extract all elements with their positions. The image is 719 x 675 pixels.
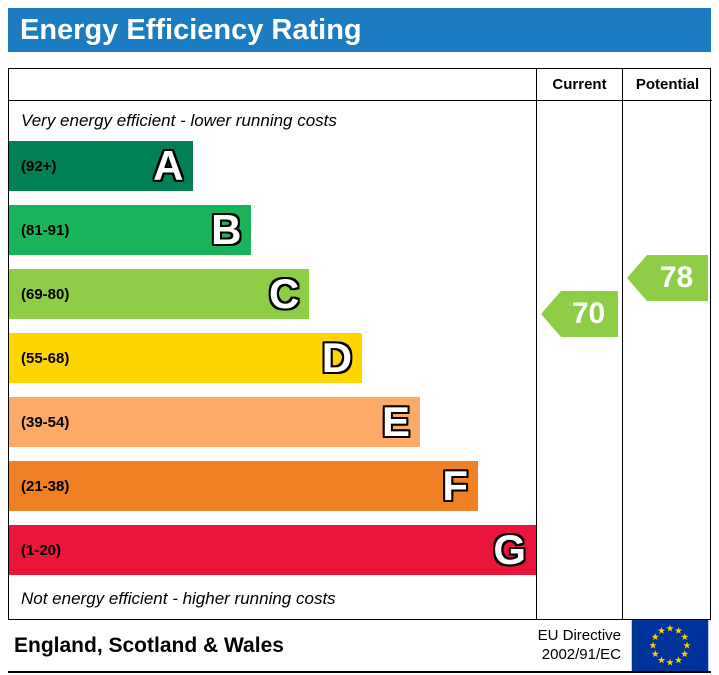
bottom-note: Not energy efficient - higher running co… <box>21 589 336 608</box>
potential-column: 78 <box>622 101 712 619</box>
potential-rating-arrow: 78 <box>627 255 708 301</box>
potential-column-header: Potential <box>622 69 712 101</box>
current-column: 70 <box>536 101 622 619</box>
band-range-label: (1-20) <box>21 541 62 559</box>
page-title: Energy Efficiency Rating <box>20 14 362 46</box>
band-row-e: (39-54) E <box>9 397 536 447</box>
band-range-label: (69-80) <box>21 285 70 303</box>
band-letter: E <box>382 398 411 445</box>
footer: England, Scotland & Wales EU Directive 2… <box>8 620 711 673</box>
potential-rating-value: 78 <box>659 261 694 294</box>
band-letter: A <box>153 142 184 189</box>
title-bar: Energy Efficiency Rating <box>8 8 711 52</box>
band-letter: C <box>269 270 300 317</box>
band-bar-b: (81-91) B <box>9 205 252 255</box>
current-column-header: Current <box>536 69 622 101</box>
header-spacer-cell <box>9 69 536 101</box>
eu-flag-icon <box>631 620 709 671</box>
current-rating-arrow: 70 <box>541 291 618 337</box>
band-bar-e: (39-54) E <box>9 397 421 447</box>
rating-chart-area: Very energy efficient - lower running co… <box>9 101 536 619</box>
region-label: England, Scotland & Wales <box>14 633 284 657</box>
band-bar-c: (69-80) C <box>9 269 310 319</box>
eu-directive-line1: EU Directive <box>537 626 621 644</box>
eu-directive-label: EU Directive 2002/91/EC <box>538 627 621 665</box>
band-bar-f: (21-38) F <box>9 461 479 511</box>
band-range-label: (21-38) <box>21 477 70 495</box>
eu-directive-line2: 2002/91/EC <box>541 645 621 663</box>
band-range-label: (39-54) <box>21 413 70 431</box>
band-row-f: (21-38) F <box>9 461 536 511</box>
band-row-d: (55-68) D <box>9 333 536 383</box>
band-letter: B <box>211 206 242 253</box>
band-row-a: (92+) A <box>9 141 536 191</box>
band-range-label: (92+) <box>21 157 57 175</box>
band-letter: D <box>321 334 353 381</box>
band-row-b: (81-91) B <box>9 205 536 255</box>
energy-rating-table: Current Potential Very energy efficient … <box>8 68 712 620</box>
band-bar-d: (55-68) D <box>9 333 363 383</box>
band-letter: G <box>493 526 526 573</box>
band-row-c: (69-80) C <box>9 269 536 319</box>
band-letter: F <box>442 462 469 509</box>
band-list: (92+) A (81-91) B (69-80) C (55-68) D (39-54) E (2… <box>9 141 536 575</box>
band-bar-g: (1-20) G <box>9 525 536 575</box>
band-bar-a: (92+) A <box>9 141 194 191</box>
band-range-label: (55-68) <box>21 349 70 367</box>
band-range-label: (81-91) <box>21 221 70 239</box>
band-row-g: (1-20) G <box>9 525 536 575</box>
top-note: Very energy efficient - lower running co… <box>21 111 337 130</box>
current-rating-value: 70 <box>571 297 606 330</box>
